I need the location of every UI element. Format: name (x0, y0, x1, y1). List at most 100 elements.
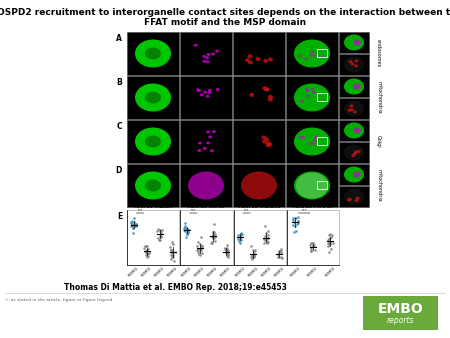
Ellipse shape (267, 142, 272, 146)
Text: MOSPD2: MOSPD2 (324, 266, 336, 278)
Ellipse shape (208, 136, 212, 138)
Text: MOSPD2-PTPIP51: MOSPD2-PTPIP51 (292, 205, 333, 209)
Ellipse shape (241, 171, 277, 199)
Ellipse shape (268, 57, 273, 62)
Text: ***: *** (137, 208, 143, 212)
Bar (127, 120, 179, 163)
Ellipse shape (355, 199, 359, 202)
Ellipse shape (198, 142, 202, 145)
Ellipse shape (206, 95, 210, 98)
Ellipse shape (248, 61, 253, 65)
Ellipse shape (261, 136, 266, 140)
Text: MOSPD2: MOSPD2 (220, 266, 232, 278)
Ellipse shape (135, 83, 171, 112)
Bar (180, 76, 232, 119)
Ellipse shape (199, 93, 203, 96)
Text: reports: reports (387, 316, 414, 325)
Ellipse shape (298, 136, 302, 139)
Ellipse shape (350, 63, 354, 66)
Bar (286, 164, 338, 207)
Ellipse shape (353, 40, 361, 46)
Ellipse shape (301, 136, 305, 139)
Text: MOSPD2-STARD11: MOSPD2-STARD11 (238, 205, 281, 209)
Bar (286, 32, 338, 75)
Text: ***: *** (191, 208, 196, 212)
Bar (339, 76, 369, 97)
Text: Golgi: Golgi (376, 135, 381, 148)
Ellipse shape (145, 48, 161, 59)
Ellipse shape (207, 91, 212, 94)
Text: MOSPD2: MOSPD2 (207, 266, 219, 278)
Ellipse shape (248, 54, 252, 58)
Bar (180, 32, 232, 75)
Ellipse shape (262, 86, 267, 90)
Ellipse shape (262, 140, 267, 144)
Ellipse shape (263, 59, 268, 63)
Ellipse shape (306, 94, 310, 97)
Text: MOSPD2: MOSPD2 (247, 266, 259, 278)
Bar (317, 48, 327, 56)
Text: MOSPD2: MOSPD2 (290, 266, 302, 278)
Bar (339, 120, 369, 141)
Ellipse shape (347, 109, 351, 112)
Bar (339, 98, 369, 119)
Ellipse shape (249, 93, 254, 97)
Ellipse shape (212, 130, 216, 133)
Ellipse shape (196, 88, 200, 91)
Ellipse shape (194, 44, 198, 47)
Text: mitochondria: mitochondria (376, 81, 381, 114)
Bar (180, 164, 232, 207)
Ellipse shape (135, 171, 171, 199)
Ellipse shape (344, 100, 364, 117)
Bar (286, 76, 338, 119)
Bar (234, 210, 286, 265)
Bar (339, 32, 369, 53)
Ellipse shape (353, 171, 361, 177)
Ellipse shape (310, 50, 315, 53)
Ellipse shape (312, 142, 316, 145)
Bar (127, 210, 179, 265)
Bar (233, 164, 285, 207)
Text: MOSPD2-ORP1L: MOSPD2-ORP1L (188, 205, 225, 209)
Text: © as stated in the article, figure or figure legend: © as stated in the article, figure or fi… (5, 298, 112, 302)
Text: MOSPD2: MOSPD2 (128, 266, 140, 278)
Ellipse shape (348, 60, 352, 63)
Ellipse shape (205, 56, 209, 59)
Text: MOSPD2: MOSPD2 (307, 266, 319, 278)
Text: B: B (116, 78, 122, 87)
Ellipse shape (135, 127, 171, 155)
Text: MOSPD2 recruitment to interorganelle contact sites depends on the interaction be: MOSPD2 recruitment to interorganelle con… (0, 8, 450, 17)
Ellipse shape (354, 64, 358, 67)
Text: MOSPD2: MOSPD2 (141, 266, 153, 278)
Ellipse shape (310, 88, 315, 91)
Text: mitochondria: mitochondria (376, 169, 381, 202)
Ellipse shape (314, 136, 318, 139)
Ellipse shape (305, 88, 309, 91)
Ellipse shape (206, 130, 210, 134)
Ellipse shape (298, 54, 302, 57)
Ellipse shape (350, 104, 353, 107)
Ellipse shape (344, 78, 364, 95)
Ellipse shape (344, 122, 364, 139)
Ellipse shape (188, 171, 224, 199)
Ellipse shape (313, 54, 317, 57)
Text: MOSPD2: MOSPD2 (181, 266, 193, 278)
Ellipse shape (145, 92, 161, 103)
Ellipse shape (210, 149, 214, 152)
Ellipse shape (354, 150, 358, 153)
Ellipse shape (344, 167, 364, 183)
Ellipse shape (294, 171, 330, 199)
Ellipse shape (344, 34, 364, 50)
Bar (233, 76, 285, 119)
Text: C: C (117, 122, 122, 131)
Ellipse shape (266, 143, 270, 147)
Ellipse shape (304, 57, 308, 61)
Ellipse shape (264, 88, 269, 92)
Ellipse shape (353, 127, 361, 134)
Ellipse shape (313, 139, 317, 142)
Text: MOSPD2: MOSPD2 (260, 266, 272, 278)
Ellipse shape (350, 108, 354, 111)
Ellipse shape (344, 145, 364, 161)
Text: EMBO: EMBO (378, 302, 423, 316)
Text: endosomes: endosomes (376, 40, 381, 68)
